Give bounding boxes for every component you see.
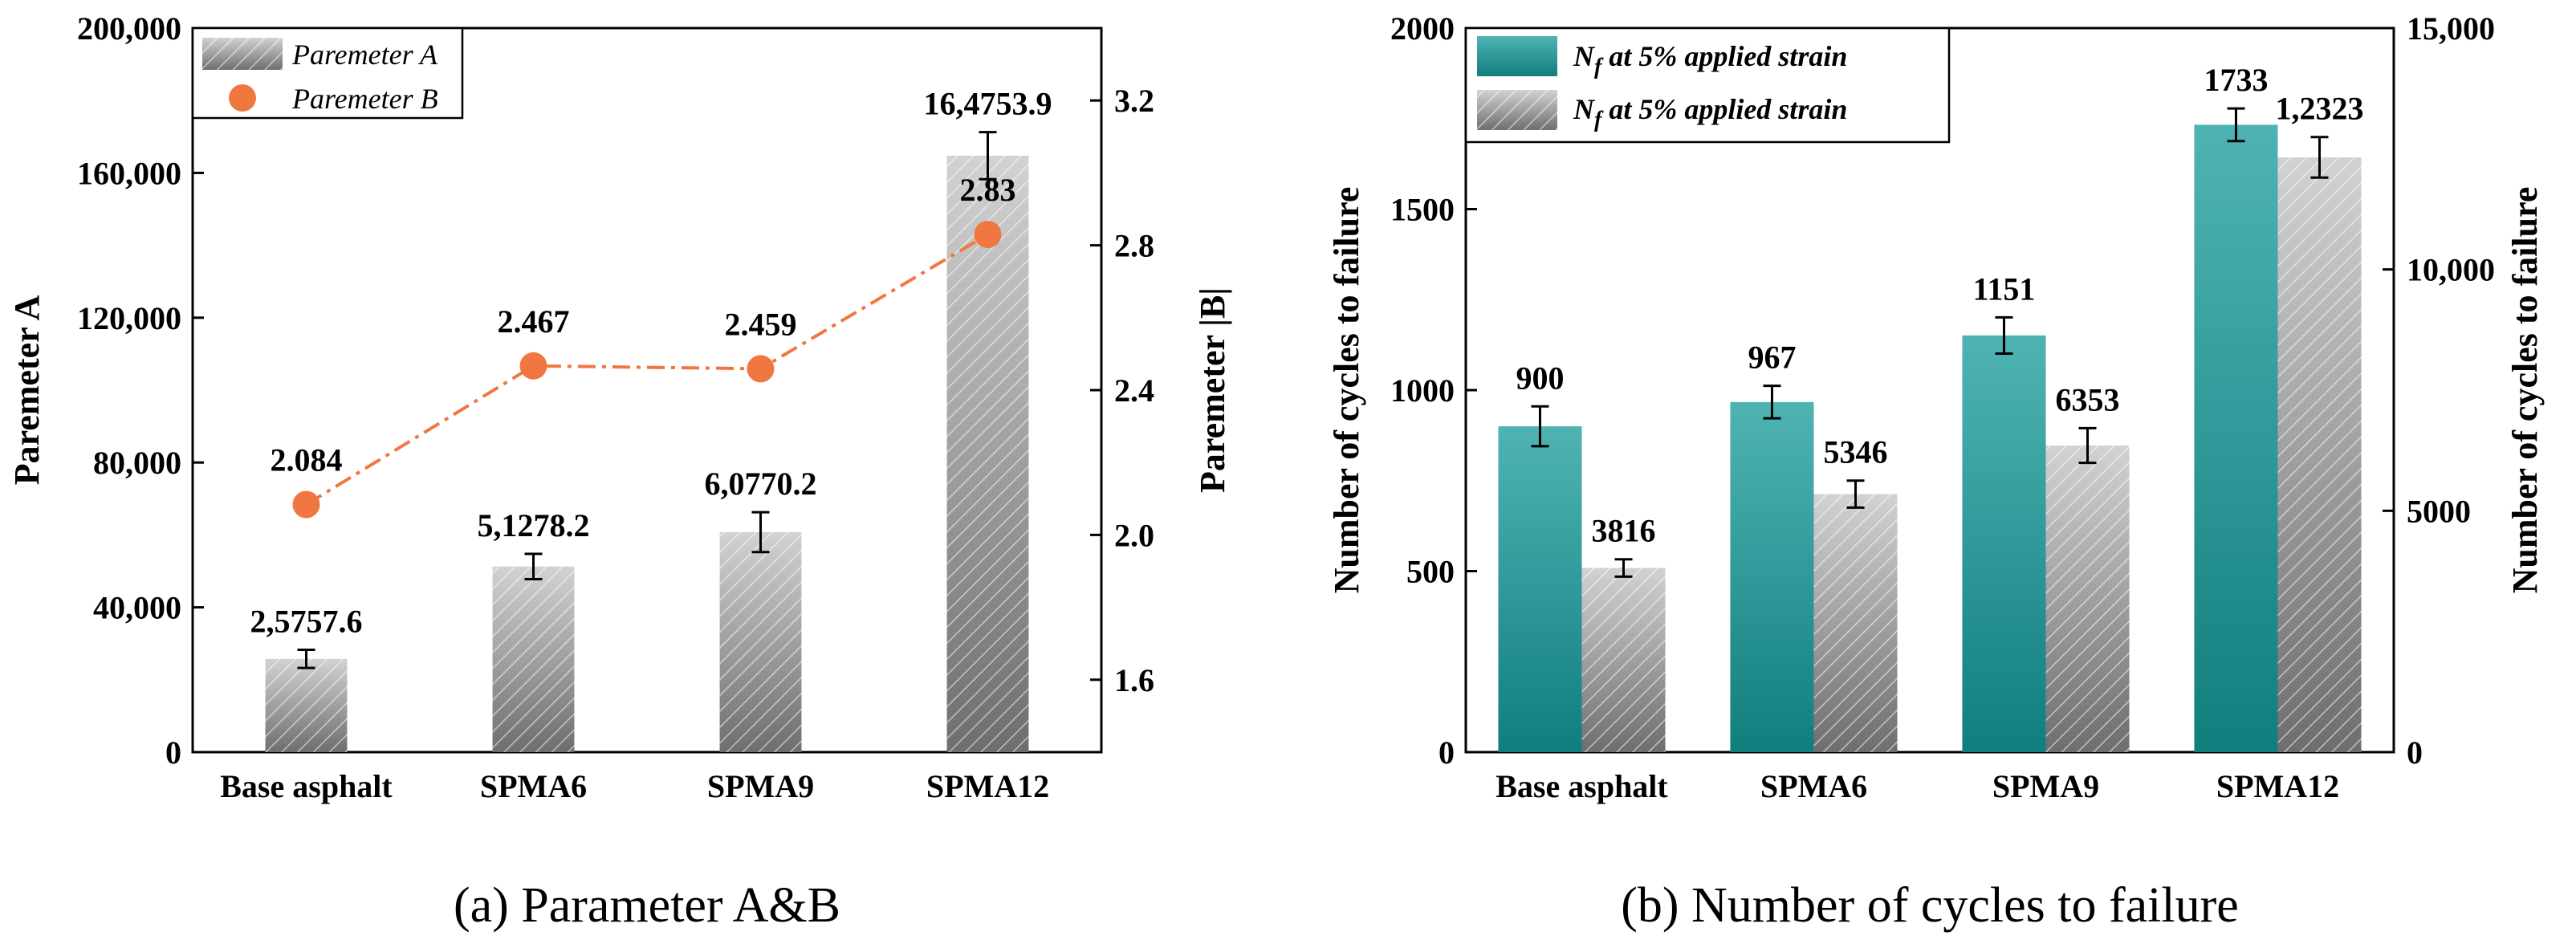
data-label-nf-teal-spma6: 967 xyxy=(1748,340,1796,376)
panel-b-ylabel-right: Number of cycles to failure xyxy=(2505,187,2545,594)
errorbar-nf-grey-spma12 xyxy=(2310,136,2329,179)
ytick-right-label: 3.2 xyxy=(1114,83,1154,119)
ytick-left-label: 1000 xyxy=(1390,372,1455,409)
panel-a-legend: Paremeter A Paremeter B xyxy=(191,26,464,120)
errorbar-nf-teal-spma9 xyxy=(1995,315,2013,355)
data-label-nf-grey-spma6: 5346 xyxy=(1824,434,1888,470)
errorbar-paremeter-a-spma12 xyxy=(979,131,997,181)
data-label-paremeter-b-spma9: 2.459 xyxy=(725,306,797,342)
ytick-left-label: 1500 xyxy=(1390,192,1455,228)
ytick-left-label: 200,000 xyxy=(77,10,181,47)
bar-nf-teal-spma9 xyxy=(1962,335,2046,752)
ytick-right-label: 2.8 xyxy=(1114,228,1154,264)
ytick-right-label: 1.6 xyxy=(1114,662,1154,698)
panel-a: 0 40,000 80,000 120,000 160,000 200,000 1.6 2.0… xyxy=(7,10,1232,933)
ytick-right-label: 15,000 xyxy=(2407,10,2495,47)
xtick-label-base-asphalt: Base asphalt xyxy=(1496,768,1668,804)
legend-nf-teal-sub: f xyxy=(1594,55,1604,79)
xtick-label-spma6: SPMA6 xyxy=(1760,768,1867,804)
ytick-left-label: 80,000 xyxy=(93,445,181,481)
ytick-left-label: 0 xyxy=(1439,734,1455,771)
data-label-paremeter-a-spma12: 16,4753.9 xyxy=(924,86,1052,122)
ytick-left-label: 500 xyxy=(1406,554,1455,590)
ytick-left-label: 0 xyxy=(165,734,181,771)
legend-label-parameter-a: Paremeter A xyxy=(291,39,438,71)
panel-b-caption: (b) Number of cycles to failure xyxy=(1621,878,2239,933)
legend-label-parameter-b: Paremeter B xyxy=(291,83,438,115)
errorbar-paremeter-a-spma6 xyxy=(524,552,543,581)
ytick-right-label: 10,000 xyxy=(2407,252,2495,288)
xtick-label-spma9: SPMA9 xyxy=(707,768,814,804)
data-label-nf-grey-spma12: 1,2323 xyxy=(2276,91,2364,127)
errorbar-nf-teal-spma6 xyxy=(1763,384,1781,420)
xtick-label-spma9: SPMA9 xyxy=(1992,768,2099,804)
point-paremeter-b-spma9 xyxy=(747,355,775,383)
panel-b-legend: Nf at 5% applied strain Nf at 5% applied… xyxy=(1464,26,1951,144)
line-paremeter-b xyxy=(305,233,989,507)
errorbar-paremeter-a-base-asphalt xyxy=(297,649,315,669)
legend-nf-grey-n: N xyxy=(1573,93,1596,125)
data-label-nf-teal-spma9: 1151 xyxy=(1973,271,2036,307)
data-label-paremeter-a-base-asphalt: 2,5757.6 xyxy=(250,604,363,640)
point-paremeter-b-spma6 xyxy=(519,352,547,380)
ytick-right-label: 2.0 xyxy=(1114,517,1154,553)
data-label-paremeter-a-spma6: 5,1278.2 xyxy=(478,507,590,543)
bar-nf-teal-spma12 xyxy=(2194,124,2278,753)
panel-a-caption: (a) Parameter A&B xyxy=(454,878,840,933)
legend-marker-parameter-b xyxy=(229,84,256,112)
errorbar-nf-grey-base-asphalt xyxy=(1614,558,1633,578)
data-label-nf-grey-spma9: 6353 xyxy=(2056,381,2120,417)
panel-b-ylabel: Number of cycles to failure xyxy=(1327,187,1366,594)
xtick-label-base-asphalt: Base asphalt xyxy=(220,768,393,804)
legend-nf-grey-rest: at 5% applied strain xyxy=(1601,93,1847,125)
panel-a-ylabel: Paremeter A xyxy=(7,295,47,485)
point-paremeter-b-spma12 xyxy=(974,221,1002,249)
data-label-paremeter-b-spma6: 2.467 xyxy=(498,303,570,340)
data-label-nf-teal-base-asphalt: 900 xyxy=(1516,360,1564,396)
xtick-label-spma12: SPMA12 xyxy=(2216,768,2339,804)
data-label-paremeter-b-spma12: 2.83 xyxy=(960,172,1016,208)
legend-label-nf-grey: Nf at 5% applied strain xyxy=(1573,93,1847,132)
legend-nf-teal-n: N xyxy=(1573,40,1596,72)
ytick-left-label: 2000 xyxy=(1390,10,1455,47)
bar-nf-teal-base-asphalt xyxy=(1498,426,1582,752)
ytick-right-label: 2.4 xyxy=(1114,372,1154,409)
ytick-left-label: 40,000 xyxy=(93,590,181,626)
data-label-paremeter-b-base-asphalt: 2.084 xyxy=(271,442,343,478)
data-label-nf-teal-spma12: 1733 xyxy=(2204,62,2268,98)
panel-b: 0 500 1000 1500 2000 0 5000 10,000 15,000 Base as… xyxy=(1327,10,2545,933)
ytick-right-label: 0 xyxy=(2407,734,2423,771)
xtick-label-spma6: SPMA6 xyxy=(480,768,587,804)
errorbar-nf-grey-spma9 xyxy=(2078,426,2097,465)
data-label-nf-grey-base-asphalt: 3816 xyxy=(1592,513,1656,549)
errorbar-paremeter-a-spma9 xyxy=(751,511,770,554)
errorbar-nf-grey-spma6 xyxy=(1846,479,1865,509)
ytick-right-label: 5000 xyxy=(2407,493,2471,529)
ytick-left-label: 160,000 xyxy=(77,155,181,191)
bar-nf-teal-spma6 xyxy=(1730,401,1814,752)
panel-a-ylabel-right: Paremeter |B| xyxy=(1193,287,1232,493)
legend-label-nf-teal: Nf at 5% applied strain xyxy=(1573,40,1847,79)
point-paremeter-b-base-asphalt xyxy=(292,490,320,519)
data-label-paremeter-a-spma9: 6,0770.2 xyxy=(705,466,817,502)
ytick-left-label: 120,000 xyxy=(77,300,181,336)
errorbar-nf-teal-base-asphalt xyxy=(1531,405,1549,448)
legend-swatch-nf-teal xyxy=(1477,36,1557,76)
legend-nf-grey-sub: f xyxy=(1594,108,1604,132)
legend-nf-teal-rest: at 5% applied strain xyxy=(1601,40,1847,72)
xtick-label-spma12: SPMA12 xyxy=(926,768,1049,804)
errorbar-nf-teal-spma12 xyxy=(2227,107,2245,143)
